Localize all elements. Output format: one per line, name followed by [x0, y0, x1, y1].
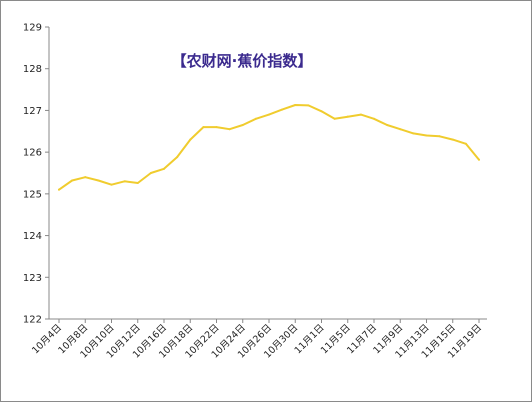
- data-point: [176, 156, 179, 159]
- data-point: [84, 176, 87, 179]
- series-line: [58, 104, 480, 191]
- data-point: [438, 135, 441, 138]
- series-group: [58, 104, 480, 191]
- y-tick-label: 129: [23, 23, 42, 34]
- data-point: [58, 188, 60, 191]
- data-point: [97, 179, 100, 182]
- data-point: [333, 117, 336, 120]
- data-point: [254, 117, 257, 120]
- data-point: [189, 138, 192, 141]
- data-point: [386, 124, 389, 127]
- data-point: [202, 126, 205, 129]
- data-point: [412, 132, 415, 135]
- y-axis-ticks: 122 123 124 125 126 127 128 129: [23, 23, 49, 326]
- data-point: [241, 124, 244, 127]
- data-point: [464, 142, 467, 145]
- y-tick-label: 128: [23, 64, 42, 75]
- axes: [48, 27, 487, 320]
- chart-title: 【农财网·蕉价指数】: [172, 52, 313, 70]
- y-tick-label: 124: [23, 231, 42, 242]
- data-point: [110, 183, 113, 186]
- y-tick-label: 125: [23, 189, 42, 200]
- data-point: [71, 179, 74, 182]
- data-point: [346, 115, 349, 118]
- data-point: [478, 158, 480, 161]
- y-tick-label: 126: [23, 148, 42, 159]
- data-point: [399, 128, 402, 131]
- x-axis-ticks: 10月4日10月8日10月10日10月12日10月16日10月18日10月22日…: [30, 319, 484, 361]
- data-point: [307, 104, 310, 107]
- data-point: [320, 110, 323, 113]
- data-point: [136, 182, 139, 185]
- data-point: [149, 172, 152, 174]
- data-point: [281, 108, 284, 111]
- data-point: [163, 167, 165, 170]
- y-tick-label: 127: [23, 106, 42, 117]
- data-point: [215, 126, 218, 129]
- data-point: [359, 113, 362, 116]
- data-point: [425, 134, 428, 137]
- data-point: [228, 128, 231, 131]
- y-tick-label: 123: [23, 273, 42, 284]
- data-point: [294, 104, 297, 107]
- y-tick-label: 122: [23, 315, 42, 326]
- data-point: [268, 113, 270, 116]
- data-point: [123, 180, 126, 183]
- data-point: [451, 138, 454, 141]
- data-point: [373, 117, 375, 120]
